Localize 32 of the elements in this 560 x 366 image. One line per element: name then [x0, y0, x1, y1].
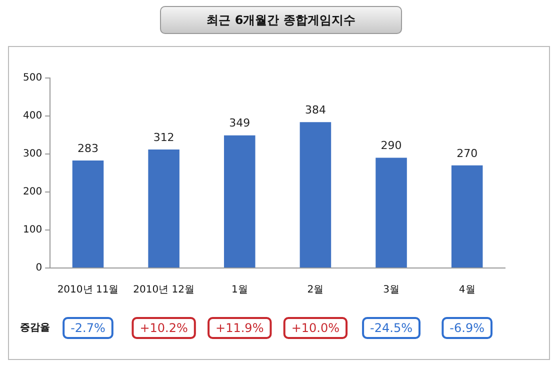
text: +10.0%	[291, 321, 340, 336]
y-tick-label: 400	[22, 110, 42, 122]
text: -24.5%	[370, 321, 412, 336]
bar	[376, 158, 407, 268]
bar	[148, 149, 180, 268]
data-label: 384	[304, 103, 326, 116]
chart-title: 최근 6개월간 종합게임지수	[160, 6, 402, 34]
x-tick-label: 2010년 12월	[133, 284, 194, 296]
bar	[224, 135, 256, 268]
x-tick-label: 3월	[383, 284, 400, 296]
x-tick-label: 2월	[307, 284, 324, 296]
text: -6.9%	[450, 321, 485, 336]
y-tick-label: 500	[22, 72, 42, 84]
data-label: 270	[456, 146, 478, 160]
data-label: 290	[380, 139, 402, 152]
bar	[72, 160, 104, 268]
y-tick-label: 100	[22, 224, 42, 236]
x-tick-label: 2010년 11월	[57, 284, 119, 296]
text: -2.7%	[70, 321, 106, 336]
data-label: 312	[153, 130, 174, 144]
text: +10.2%	[140, 321, 188, 336]
y-tick-label: 300	[22, 148, 42, 160]
bar	[451, 165, 483, 268]
x-tick-label: 1월	[231, 284, 248, 296]
bar	[300, 122, 332, 268]
text: 증감율	[20, 322, 50, 334]
y-tick-label: 0	[36, 262, 42, 274]
y-tick-label: 200	[22, 186, 42, 198]
text: +11.9%	[216, 321, 264, 336]
x-tick-label: 4월	[458, 284, 476, 296]
data-label: 283	[77, 142, 98, 155]
data-label: 349	[229, 116, 250, 130]
